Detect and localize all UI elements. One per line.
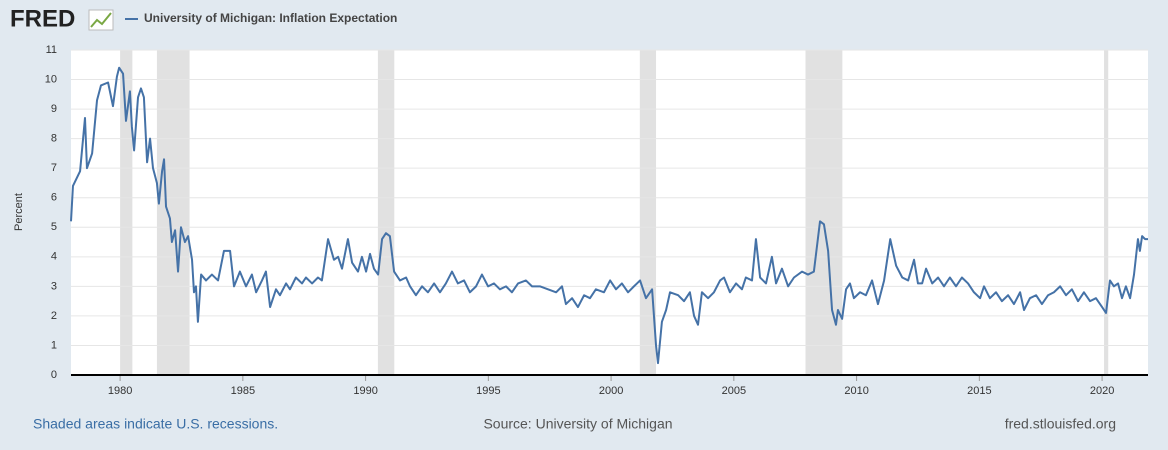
y-tick-label: 9 [51, 103, 57, 115]
recession-band [639, 50, 657, 375]
y-tick-label: 3 [51, 280, 57, 292]
x-tick-label: 2000 [599, 385, 623, 397]
y-tick-label: 10 [45, 73, 57, 85]
x-tick-label: 2005 [722, 385, 746, 397]
y-tick-label: 2 [51, 310, 57, 322]
recession-band [120, 50, 133, 375]
y-tick-label: 0 [51, 369, 57, 381]
y-tick-label: 4 [51, 251, 57, 263]
recession-band [1104, 50, 1109, 375]
site: fred.stlouisfed.org [1005, 416, 1116, 432]
x-tick-label: 2015 [967, 385, 991, 397]
y-tick-label: 11 [46, 44, 57, 56]
y-tick-label: 5 [51, 221, 57, 233]
y-tick-label: 6 [51, 192, 57, 204]
recession-note: Shaded areas indicate U.S. recessions. [33, 416, 278, 432]
y-tick-label: 8 [51, 133, 57, 145]
x-tick-label: 2020 [1090, 385, 1114, 397]
x-tick-label: 1990 [353, 385, 377, 397]
y-tick-label: 7 [51, 162, 57, 174]
source: Source: University of Michigan [483, 416, 672, 432]
recession-band [156, 50, 190, 375]
x-tick-label: 1995 [476, 385, 500, 397]
plot-area [71, 50, 1148, 375]
x-tick-label: 1985 [231, 385, 255, 397]
recession-band [377, 50, 395, 375]
x-tick-label: 1980 [108, 385, 132, 397]
series-line [70, 66, 1148, 365]
x-tick-label: 2010 [844, 385, 868, 397]
y-tick-label: 1 [51, 339, 57, 351]
y-axis-label: Percent [13, 193, 25, 231]
logo-icon [88, 9, 114, 31]
legend-label: University of Michigan: Inflation Expect… [144, 11, 397, 25]
logo: FRED [10, 5, 75, 32]
recession-band [805, 50, 843, 375]
